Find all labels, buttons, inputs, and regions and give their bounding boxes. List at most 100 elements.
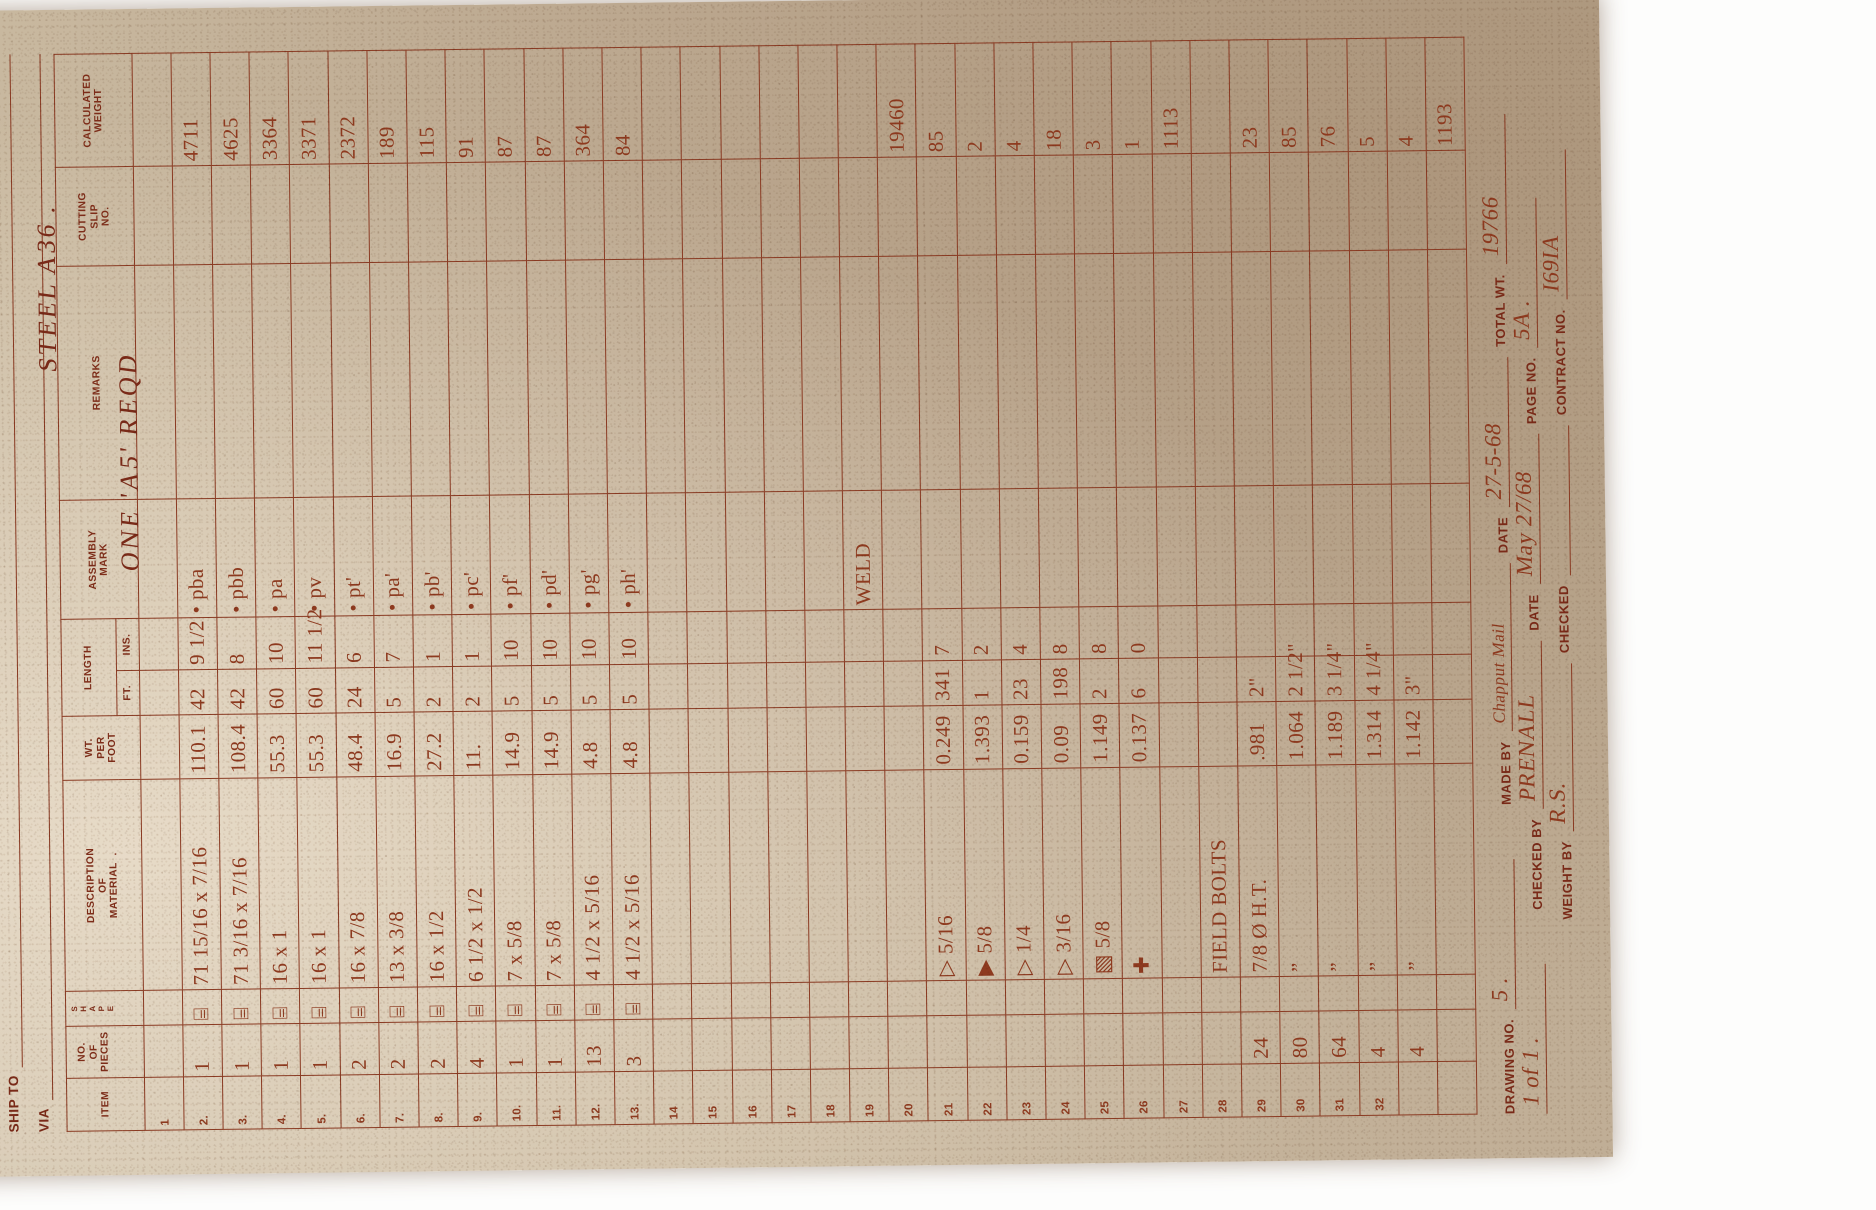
shape-cell[interactable]: ⌸: [574, 984, 614, 1021]
item-cell[interactable]: 10.: [496, 1072, 537, 1127]
item-cell[interactable]: 18: [810, 1068, 851, 1123]
remarks-cell[interactable]: [330, 262, 373, 498]
length-in-cell[interactable]: 10: [608, 612, 649, 665]
calculated-weight-cell[interactable]: 5: [1346, 38, 1387, 152]
item-cell[interactable]: 31: [1319, 1062, 1360, 1116]
calculated-weight-cell[interactable]: 18: [1032, 41, 1074, 156]
calculated-weight-cell[interactable]: [836, 44, 878, 158]
shape-cell[interactable]: ⌸: [534, 985, 575, 1021]
calculated-weight-cell[interactable]: 1193: [1424, 37, 1466, 151]
length-ft-cell[interactable]: 24: [335, 667, 375, 713]
description-cell[interactable]: 4 1/2 x 5/16: [610, 772, 653, 985]
assembly-mark-cell[interactable]: • pg': [568, 493, 609, 614]
length-in-cell[interactable]: [647, 611, 688, 664]
cutting-slip-cell[interactable]: [1034, 155, 1075, 255]
calculated-weight-cell[interactable]: 189: [366, 50, 408, 164]
checked-field[interactable]: [1546, 425, 1572, 576]
length-in-cell[interactable]: 7: [373, 615, 414, 668]
cutting-slip-cell[interactable]: [328, 163, 370, 263]
contract-no-field[interactable]: I69IA: [1538, 149, 1568, 300]
description-cell[interactable]: 71 15/16 x 7/16: [179, 777, 222, 991]
shape-cell[interactable]: ⌸: [613, 984, 653, 1020]
description-cell[interactable]: 7/8 Ø H.T.: [1237, 765, 1280, 978]
wt-per-foot-cell[interactable]: 1.142: [1393, 699, 1434, 764]
length-in-cell[interactable]: 10: [256, 616, 296, 669]
pieces-cell[interactable]: [1083, 1013, 1124, 1066]
pieces-cell[interactable]: [966, 1015, 1007, 1067]
calculated-weight-cell[interactable]: 3364: [249, 51, 290, 166]
item-cell[interactable]: 27: [1162, 1064, 1203, 1118]
description-cell[interactable]: ▷ 3/16: [1041, 767, 1084, 980]
cutting-slip-cell[interactable]: [1073, 154, 1114, 254]
calculated-weight-cell[interactable]: 87: [484, 48, 525, 163]
pieces-cell[interactable]: [1201, 1012, 1242, 1065]
cutting-slip-cell[interactable]: [1426, 150, 1467, 250]
description-cell[interactable]: FIELD BOLTS: [1198, 765, 1241, 978]
remarks-cell[interactable]: [800, 256, 843, 492]
cutting-slip-cell[interactable]: [1269, 152, 1310, 252]
assembly-mark-cell[interactable]: [1312, 484, 1354, 605]
assembly-mark-cell[interactable]: • pc': [450, 495, 492, 615]
remarks-cell[interactable]: [526, 259, 569, 495]
assembly-mark-cell[interactable]: [999, 488, 1040, 609]
assembly-mark-cell[interactable]: • pbb: [215, 498, 257, 618]
assembly-mark-cell[interactable]: • ph': [607, 493, 648, 613]
cutting-slip-cell[interactable]: [995, 155, 1036, 255]
wt-per-foot-cell[interactable]: 11.: [453, 710, 494, 776]
description-cell[interactable]: ”: [1276, 764, 1319, 977]
wt-per-foot-cell[interactable]: 1.149: [1080, 703, 1121, 768]
description-cell[interactable]: ▶ 5/8: [963, 768, 1006, 981]
length-ft-cell[interactable]: 60: [295, 667, 336, 714]
weight-by-field[interactable]: R.S.: [1545, 663, 1575, 832]
item-cell[interactable]: 28: [1202, 1063, 1242, 1118]
remarks-cell[interactable]: [1231, 251, 1274, 487]
calculated-weight-cell[interactable]: 91: [445, 49, 486, 163]
calculated-weight-cell[interactable]: 76: [1307, 38, 1348, 153]
item-cell[interactable]: 23: [1006, 1065, 1047, 1120]
item-cell[interactable]: 6.: [340, 1074, 380, 1128]
shape-cell[interactable]: [652, 983, 693, 1020]
wt-per-foot-cell[interactable]: [845, 706, 886, 771]
sheet-field[interactable]: 1 of 1 .: [1518, 963, 1548, 1115]
assembly-mark-cell[interactable]: [724, 491, 766, 612]
remarks-cell[interactable]: [173, 264, 216, 499]
assembly-mark-cell[interactable]: [1195, 486, 1236, 606]
description-cell[interactable]: ▷ 5/16: [924, 768, 966, 982]
assembly-mark-cell[interactable]: [803, 490, 844, 611]
pieces-cell[interactable]: [1005, 1014, 1046, 1067]
item-cell[interactable]: 20: [888, 1067, 929, 1122]
remarks-cell[interactable]: [878, 255, 921, 491]
shape-cell[interactable]: [770, 982, 810, 1018]
length-ft-cell[interactable]: 60: [256, 668, 297, 714]
shape-cell[interactable]: ⌸: [182, 989, 222, 1026]
assembly-mark-cell[interactable]: • pv: [293, 497, 335, 617]
cutting-slip-cell[interactable]: [407, 162, 448, 262]
remarks-cell[interactable]: [957, 254, 1000, 490]
item-cell[interactable]: 7.: [379, 1073, 420, 1128]
assembly-mark-cell[interactable]: [1234, 485, 1275, 606]
length-ft-cell[interactable]: 6: [1118, 657, 1159, 704]
checked-by-date-field[interactable]: May 27/68: [1511, 434, 1542, 585]
length-ft-cell[interactable]: [726, 662, 767, 709]
assembly-mark-cell[interactable]: [1038, 487, 1079, 608]
cutting-slip-cell[interactable]: [720, 158, 762, 259]
cutting-slip-cell[interactable]: [211, 165, 252, 265]
assembly-mark-cell[interactable]: [685, 492, 727, 612]
calculated-weight-cell[interactable]: 2: [954, 42, 996, 157]
shape-cell[interactable]: [1279, 976, 1320, 1012]
shape-cell[interactable]: [1397, 974, 1437, 1011]
pieces-cell[interactable]: 2: [417, 1021, 458, 1074]
wt-per-foot-cell[interactable]: [727, 707, 768, 772]
item-cell[interactable]: 17: [771, 1068, 811, 1123]
description-cell[interactable]: ”: [1394, 763, 1437, 976]
pieces-cell[interactable]: 13: [574, 1019, 615, 1072]
pieces-cell[interactable]: 24: [1240, 1011, 1281, 1064]
pieces-cell[interactable]: 1: [221, 1024, 262, 1076]
length-in-cell[interactable]: [765, 610, 806, 663]
cutting-slip-cell[interactable]: [368, 163, 409, 263]
assembly-mark-cell[interactable]: [881, 489, 923, 610]
length-in-cell[interactable]: [843, 609, 884, 662]
item-cell[interactable]: 24: [1045, 1065, 1086, 1120]
pieces-cell[interactable]: 1: [300, 1023, 341, 1076]
description-cell[interactable]: 16 x 1/2: [414, 775, 457, 988]
